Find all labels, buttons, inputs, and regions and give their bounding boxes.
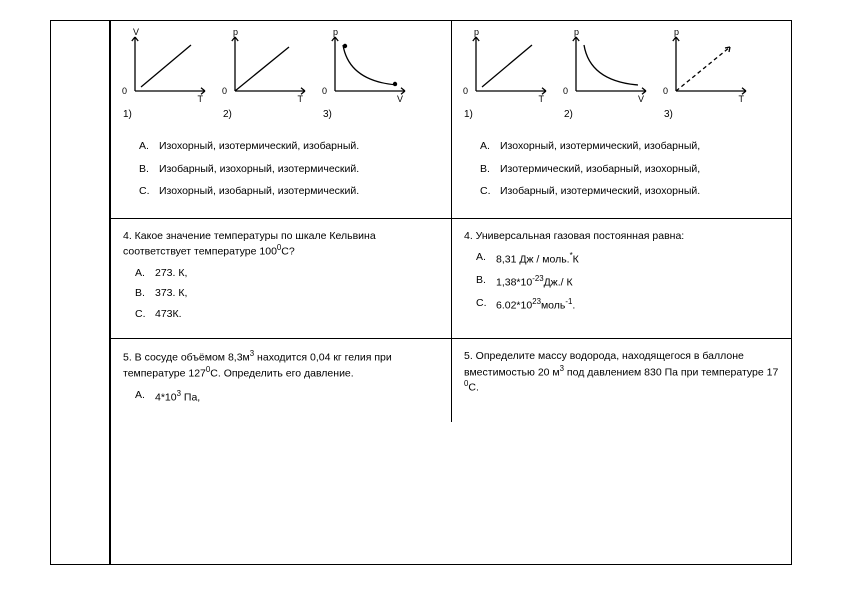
svg-text:0: 0 xyxy=(322,86,327,96)
option-letter: C. xyxy=(480,185,494,198)
chart-wrap: 0 p V 3) xyxy=(321,27,413,120)
page: 0 V T 1) 0 p T 2) 0 p V 3) A. Изохорный, изотермичес… xyxy=(0,0,842,595)
q5-left-options: A. 4*103 Па, xyxy=(123,389,439,404)
svg-text:0: 0 xyxy=(463,86,468,96)
svg-text:p: p xyxy=(333,27,338,37)
q4-left-cell: 4. Какое значение температуры по шкале К… xyxy=(111,219,451,339)
option-text: 4*103 Па, xyxy=(155,389,200,404)
row-q5: 5. В сосуде объёмом 8,3м3 находится 0,04… xyxy=(111,339,791,421)
chart-index-label: 1) xyxy=(462,109,554,120)
option-text: Изохорный, изотермический, изобарный, xyxy=(500,140,700,153)
answer-option: A. Изохорный, изотермический, изобарный. xyxy=(139,140,441,153)
chart-wrap: 0 p T 3) xyxy=(662,27,754,120)
svg-text:T: T xyxy=(739,94,745,104)
chart-index-label: 2) xyxy=(562,109,654,120)
chart-index-label: 1) xyxy=(121,109,213,120)
q4-right-options: A. 8,31 Дж / моль.*К B. 1,38*10-23Дж./ К C. 6… xyxy=(464,251,779,312)
option-letter: C. xyxy=(139,185,153,198)
option-letter: B. xyxy=(476,274,490,289)
option-letter: A. xyxy=(135,389,149,404)
answer-option: B. 1,38*10-23Дж./ К xyxy=(476,274,779,289)
svg-text:0: 0 xyxy=(663,86,668,96)
svg-text:0: 0 xyxy=(122,86,127,96)
svg-text:T: T xyxy=(539,94,545,104)
mini-chart: 0 p T xyxy=(462,27,554,107)
chart-wrap: 0 p T 2) xyxy=(221,27,313,120)
option-text: Изохорный, изотермический, изобарный. xyxy=(159,140,359,153)
chart-wrap: 0 p T 1) xyxy=(462,27,554,120)
svg-text:V: V xyxy=(133,27,139,37)
option-letter: A. xyxy=(480,140,494,153)
outer-frame: 0 V T 1) 0 p T 2) 0 p V 3) A. Изохорный, изотермичес… xyxy=(50,20,792,565)
option-text: 273. К, xyxy=(155,267,187,280)
row-graphs: 0 V T 1) 0 p T 2) 0 p V 3) A. Изохорный, изотермичес… xyxy=(111,21,791,219)
answer-option: A. 273. К, xyxy=(135,267,439,280)
option-text: 373. К, xyxy=(155,287,187,300)
option-text: Изобарный, изотермический, изохорный. xyxy=(500,185,700,198)
svg-text:p: p xyxy=(233,27,238,37)
charts-right: 0 p T 1) 0 p V 2) 0 p T 3) xyxy=(462,27,781,120)
svg-text:T: T xyxy=(198,94,204,104)
svg-text:V: V xyxy=(397,94,403,104)
option-text: 1,38*10-23Дж./ К xyxy=(496,274,573,289)
chart-wrap: 0 V T 1) xyxy=(121,27,213,120)
content-column: 0 V T 1) 0 p T 2) 0 p V 3) A. Изохорный, изотермичес… xyxy=(111,21,791,564)
mini-chart: 0 p V xyxy=(321,27,413,107)
option-letter: A. xyxy=(139,140,153,153)
option-letter: A. xyxy=(476,251,490,266)
option-text: 6.02*1023моль-1. xyxy=(496,297,575,312)
answer-option: C. Изобарный, изотермический, изохорный. xyxy=(480,185,781,198)
q4-left-text: 4. Какое значение температуры по шкале К… xyxy=(123,229,439,259)
chart-index-label: 2) xyxy=(221,109,313,120)
svg-text:p: p xyxy=(474,27,479,37)
options-right: A. Изохорный, изотермический, изобарный, B… xyxy=(462,124,781,198)
mini-chart: 0 p V xyxy=(562,27,654,107)
q5-left-cell: 5. В сосуде объёмом 8,3м3 находится 0,04… xyxy=(111,339,451,421)
option-text: 473К. xyxy=(155,308,182,321)
right-graph-cell: 0 p T 1) 0 p V 2) 0 p T 3) A. Изохорный, изотермичес… xyxy=(451,21,791,218)
option-text: Изотермический, изобарный, изохорный, xyxy=(500,163,700,176)
chart-wrap: 0 p V 2) xyxy=(562,27,654,120)
answer-option: A. 8,31 Дж / моль.*К xyxy=(476,251,779,266)
mini-chart: 0 p T xyxy=(662,27,754,107)
charts-left: 0 V T 1) 0 p T 2) 0 p V 3) xyxy=(121,27,441,120)
option-letter: A. xyxy=(135,267,149,280)
option-text: Изохорный, изобарный, изотермический. xyxy=(159,185,359,198)
option-letter: B. xyxy=(135,287,149,300)
option-letter: C. xyxy=(135,308,149,321)
row-q4: 4. Какое значение температуры по шкале К… xyxy=(111,219,791,340)
svg-text:p: p xyxy=(574,27,579,37)
q4-right-text: 4. Универсальная газовая постоянная равн… xyxy=(464,229,779,243)
answer-option: B. 373. К, xyxy=(135,287,439,300)
q5-right-cell: 5. Определите массу водорода, находящего… xyxy=(451,339,791,421)
answer-option: C. 6.02*1023моль-1. xyxy=(476,297,779,312)
option-text: 8,31 Дж / моль.*К xyxy=(496,251,579,266)
q5-left-text: 5. В сосуде объёмом 8,3м3 находится 0,04… xyxy=(123,349,439,380)
svg-text:0: 0 xyxy=(563,86,568,96)
mini-chart: 0 p T xyxy=(221,27,313,107)
option-letter: B. xyxy=(480,163,494,176)
q5-right-text: 5. Определите массу водорода, находящего… xyxy=(464,349,779,395)
answer-option: B. Изотермический, изобарный, изохорный, xyxy=(480,163,781,176)
q4-left-options: A. 273. К, B. 373. К, C. 473К. xyxy=(123,267,439,321)
chart-index-label: 3) xyxy=(662,109,754,120)
left-margin-column xyxy=(51,21,111,564)
svg-text:0: 0 xyxy=(222,86,227,96)
answer-option: C. 473К. xyxy=(135,308,439,321)
answer-option: B. Изобарный, изохорный, изотермический. xyxy=(139,163,441,176)
option-letter: C. xyxy=(476,297,490,312)
svg-text:V: V xyxy=(638,94,644,104)
options-left: A. Изохорный, изотермический, изобарный. B… xyxy=(121,124,441,198)
mini-chart: 0 V T xyxy=(121,27,213,107)
answer-option: A. 4*103 Па, xyxy=(135,389,439,404)
chart-index-label: 3) xyxy=(321,109,413,120)
answer-option: A. Изохорный, изотермический, изобарный, xyxy=(480,140,781,153)
option-text: Изобарный, изохорный, изотермический. xyxy=(159,163,359,176)
svg-text:T: T xyxy=(298,94,304,104)
option-letter: B. xyxy=(139,163,153,176)
answer-option: C. Изохорный, изобарный, изотермический. xyxy=(139,185,441,198)
left-graph-cell: 0 V T 1) 0 p T 2) 0 p V 3) A. Изохорный, изотермичес… xyxy=(111,21,451,218)
q4-right-cell: 4. Универсальная газовая постоянная равн… xyxy=(451,219,791,339)
svg-text:p: p xyxy=(674,27,679,37)
